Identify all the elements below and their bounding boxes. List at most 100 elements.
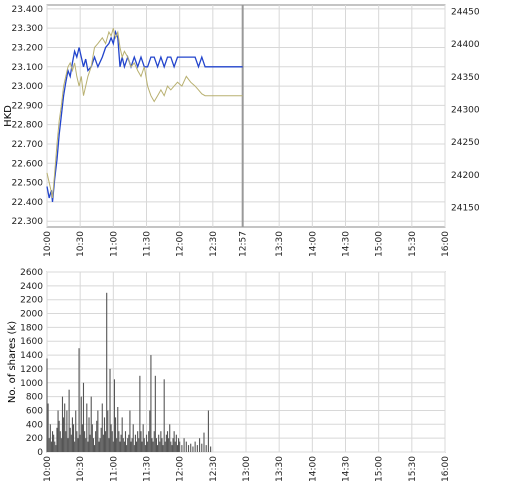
volume-bar <box>71 417 73 452</box>
volume-x-tick-label: 16:00 <box>441 456 451 482</box>
volume-bar <box>148 431 150 452</box>
volume-bar <box>63 417 65 452</box>
volume-panel: 2600240022002000180016001400120010008006… <box>7 268 451 482</box>
volume-bar <box>93 445 96 452</box>
volume-x-tick-label: 10:30 <box>76 456 86 482</box>
volume-bar <box>114 417 117 452</box>
price-y-axis-label: HKD <box>3 105 14 127</box>
volume-bar <box>108 438 110 452</box>
volume-bar <box>132 424 134 452</box>
volume-bar <box>154 375 156 452</box>
volume-bar <box>179 441 181 452</box>
volume-bar <box>144 445 146 452</box>
volume-bar <box>65 431 67 452</box>
volume-bar <box>155 438 157 452</box>
volume-bar <box>113 379 115 452</box>
volume-y-tick-label: 600 <box>26 406 43 416</box>
volume-bar <box>69 427 71 452</box>
volume-y-tick-label: 1800 <box>20 323 43 333</box>
volume-bar <box>68 389 70 452</box>
volume-bar <box>175 434 177 452</box>
volume-bar <box>84 431 86 452</box>
volume-bar <box>55 445 57 452</box>
volume-y-tick-label: 0 <box>37 448 43 458</box>
volume-x-tick-label: 14:00 <box>308 456 318 482</box>
price-y-right-tick-label: 24250 <box>451 138 480 148</box>
volume-bar <box>174 441 176 452</box>
volume-bar <box>136 441 138 452</box>
volume-bar <box>103 417 106 452</box>
price-y-right-tick-label: 24400 <box>451 40 480 50</box>
price-y-right-tick-label: 24200 <box>451 171 480 181</box>
volume-y-tick-label: 1200 <box>20 365 43 375</box>
price-y-tick-label: 23.200 <box>12 43 44 53</box>
price-x-tick-label: 15:00 <box>375 231 385 257</box>
price-y-tick-label: 22.700 <box>12 140 44 150</box>
volume-bar <box>201 443 203 452</box>
volume-y-tick-label: 2600 <box>20 268 43 278</box>
volume-bar <box>164 441 166 452</box>
volume-bar <box>207 410 209 452</box>
volume-bar <box>112 441 114 452</box>
volume-x-tick-label: 11:00 <box>109 456 119 482</box>
volume-bar <box>192 446 194 452</box>
volume-bar <box>176 445 179 452</box>
volume-bar <box>133 445 135 452</box>
volume-bar <box>75 410 77 452</box>
volume-bar <box>46 358 48 452</box>
volume-bar <box>70 434 72 452</box>
volume-x-tick-label: 11:30 <box>143 456 153 482</box>
volume-bar <box>199 438 201 452</box>
volume-bar <box>110 424 112 452</box>
volume-bar <box>185 441 187 452</box>
volume-bar <box>151 438 153 452</box>
volume-x-tick-label: 13:30 <box>275 456 285 482</box>
volume-bar <box>57 410 59 452</box>
volume-bar <box>190 443 192 452</box>
volume-bar <box>98 441 100 452</box>
price-x-tick-label: 11:30 <box>143 231 153 257</box>
volume-y-tick-label: 400 <box>26 420 43 430</box>
volume-bar <box>161 438 163 452</box>
volume-x-tick-label: 12:00 <box>176 456 186 482</box>
volume-bar <box>139 375 141 452</box>
volume-bar <box>77 438 79 452</box>
price-x-tick-label: 12:57 <box>239 231 249 257</box>
volume-bar <box>61 396 64 452</box>
volume-x-tick-label: 15:30 <box>408 456 418 482</box>
volume-bar <box>102 434 104 452</box>
volume-bar <box>101 403 103 452</box>
volume-bar <box>158 434 160 452</box>
volume-bar <box>159 441 161 452</box>
volume-bar <box>92 438 94 452</box>
price-y-tick-label: 23.100 <box>12 63 44 73</box>
volume-bar <box>126 445 128 452</box>
volume-bar <box>59 431 61 452</box>
volume-bar <box>187 445 190 452</box>
price-y-tick-label: 22.900 <box>12 101 44 111</box>
volume-bar <box>117 407 119 452</box>
volume-bar <box>72 424 75 452</box>
volume-bar <box>81 424 83 452</box>
volume-bar <box>134 434 136 452</box>
volume-bar <box>170 441 172 452</box>
volume-bar <box>194 441 196 452</box>
price-y-tick-label: 23.400 <box>12 5 44 15</box>
volume-x-tick-label: 15:00 <box>375 456 385 482</box>
volume-x-tick-label: 13:00 <box>242 456 252 482</box>
volume-bar <box>141 441 143 452</box>
volume-bar <box>181 445 183 452</box>
volume-y-tick-label: 800 <box>26 393 43 403</box>
volume-bar <box>173 431 175 452</box>
volume-bar <box>119 441 121 452</box>
volume-bar <box>89 434 91 452</box>
price-y-right-tick-label: 24350 <box>451 73 480 83</box>
volume-bar <box>49 424 51 452</box>
volume-bar <box>91 424 93 452</box>
volume-bar <box>131 438 133 452</box>
volume-bar <box>86 403 88 452</box>
volume-bar <box>111 431 113 452</box>
volume-y-tick-label: 2200 <box>20 296 43 306</box>
volume-bar <box>160 431 162 452</box>
